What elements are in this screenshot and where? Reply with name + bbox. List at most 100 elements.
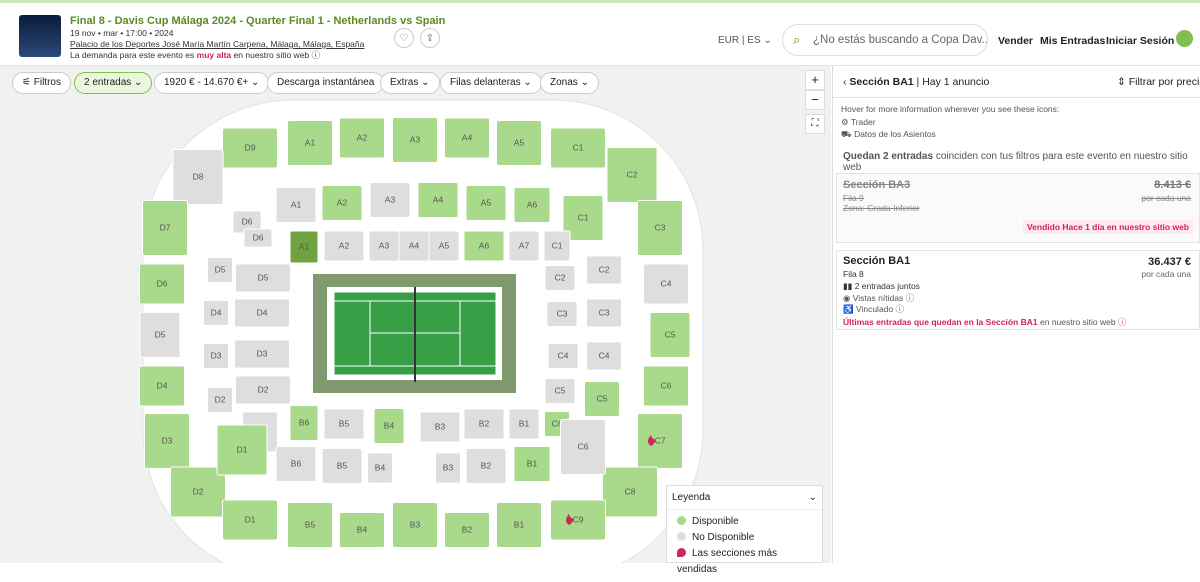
section[interactable] [643,365,689,407]
section[interactable] [544,265,576,291]
section[interactable] [496,120,542,166]
section[interactable] [139,312,181,358]
section[interactable] [513,187,551,223]
section[interactable] [463,230,505,262]
share-button[interactable]: ⇪ [420,28,440,48]
legend-header[interactable]: Leyenda ⌄ [667,486,822,510]
search-box[interactable]: ⌕ ¿No estás buscando a Copa Dav... [782,24,988,56]
section[interactable] [637,413,683,469]
nav-link[interactable]: Vender [998,35,1034,47]
section[interactable] [207,387,233,413]
section[interactable] [339,117,385,159]
section[interactable] [172,149,224,205]
filter-chip[interactable]: Descarga instantánea [267,72,385,94]
filter-chip[interactable]: Extras ⌄ [380,72,440,94]
user-avatar[interactable] [1176,30,1193,47]
section[interactable] [321,448,363,484]
zoom-out[interactable]: − [805,90,825,110]
listing-card[interactable]: Sección BA1 Fila 8 ▮▮ 2 entradas juntos … [836,250,1200,330]
section[interactable] [562,195,604,241]
section[interactable] [465,448,507,484]
section[interactable] [550,499,606,541]
filter-chip[interactable]: Zonas ⌄ [540,72,599,94]
section[interactable] [417,182,459,218]
section[interactable] [649,312,691,358]
section[interactable] [235,375,291,405]
section[interactable] [139,365,185,407]
filter-chip[interactable]: Filas delanteras ⌄ [440,72,542,94]
section[interactable] [508,408,540,440]
section[interactable] [428,230,460,262]
section[interactable] [586,298,622,328]
section[interactable] [544,378,576,404]
filter-chip[interactable]: 1920 € - 14.670 €+ ⌄ [154,72,270,94]
section[interactable] [321,185,363,221]
section[interactable] [243,228,273,248]
section[interactable] [546,301,578,327]
section[interactable] [275,446,317,482]
locale-selector[interactable]: EUR | ES ⌄ [718,35,772,46]
section[interactable] [547,343,579,369]
section[interactable] [234,298,290,328]
nav-link[interactable]: Iniciar Sesión [1106,35,1175,47]
section[interactable] [606,147,658,203]
event-venue[interactable]: Palacio de los Deportes José María Martí… [70,39,365,49]
section[interactable] [235,263,291,293]
zoom-in[interactable]: + [805,70,825,90]
section[interactable] [637,200,683,256]
listing-card[interactable]: Sección BA3 Fila 9 Zona: Grada Inferior … [836,173,1200,243]
section[interactable] [287,502,333,548]
section[interactable] [496,502,542,548]
section[interactable] [435,452,461,484]
filter-chip[interactable]: ⚟ Filtros [12,72,71,94]
section[interactable] [513,446,551,482]
section[interactable] [419,411,461,443]
section-label: D4 [257,307,268,317]
section[interactable] [287,120,333,166]
section[interactable] [560,419,606,475]
section[interactable] [543,230,571,262]
sort-button[interactable]: ⇕ Filtrar por precio [1117,76,1200,88]
section[interactable] [323,408,365,440]
section-label: A2 [337,197,348,207]
filter-chip[interactable]: 2 entradas ⌄ [74,72,153,94]
section[interactable] [234,339,290,369]
section[interactable] [392,117,438,163]
section[interactable] [139,263,185,305]
section[interactable] [643,263,689,305]
section[interactable] [144,413,190,469]
section[interactable] [392,502,438,548]
section[interactable] [203,300,229,326]
section[interactable] [289,405,319,441]
section[interactable] [602,466,658,518]
section[interactable] [367,452,393,484]
section[interactable] [586,255,622,285]
section[interactable] [142,200,188,256]
fit-view[interactable]: ⛶ [805,114,825,134]
section[interactable] [275,187,317,223]
section[interactable] [465,185,507,221]
section[interactable] [444,117,490,159]
section[interactable] [289,230,319,264]
section[interactable] [463,408,505,440]
section[interactable] [584,381,620,417]
section[interactable] [323,230,365,262]
section-label: D8 [193,171,204,181]
section[interactable] [207,257,233,283]
section[interactable] [216,424,268,476]
section[interactable] [222,499,278,541]
section[interactable] [444,512,490,548]
section[interactable] [550,127,606,169]
section[interactable] [586,341,622,371]
section[interactable] [373,408,405,444]
section-label: C7 [655,435,666,445]
section[interactable] [203,343,229,369]
section[interactable] [222,127,278,169]
section[interactable] [369,182,411,218]
nav-link[interactable]: Mis Entradas [1040,35,1106,47]
section[interactable] [170,466,226,518]
section[interactable] [339,512,385,548]
section[interactable] [508,230,540,262]
chip-label: Zonas [550,77,578,88]
favorite-button[interactable]: ♡ [394,28,414,48]
